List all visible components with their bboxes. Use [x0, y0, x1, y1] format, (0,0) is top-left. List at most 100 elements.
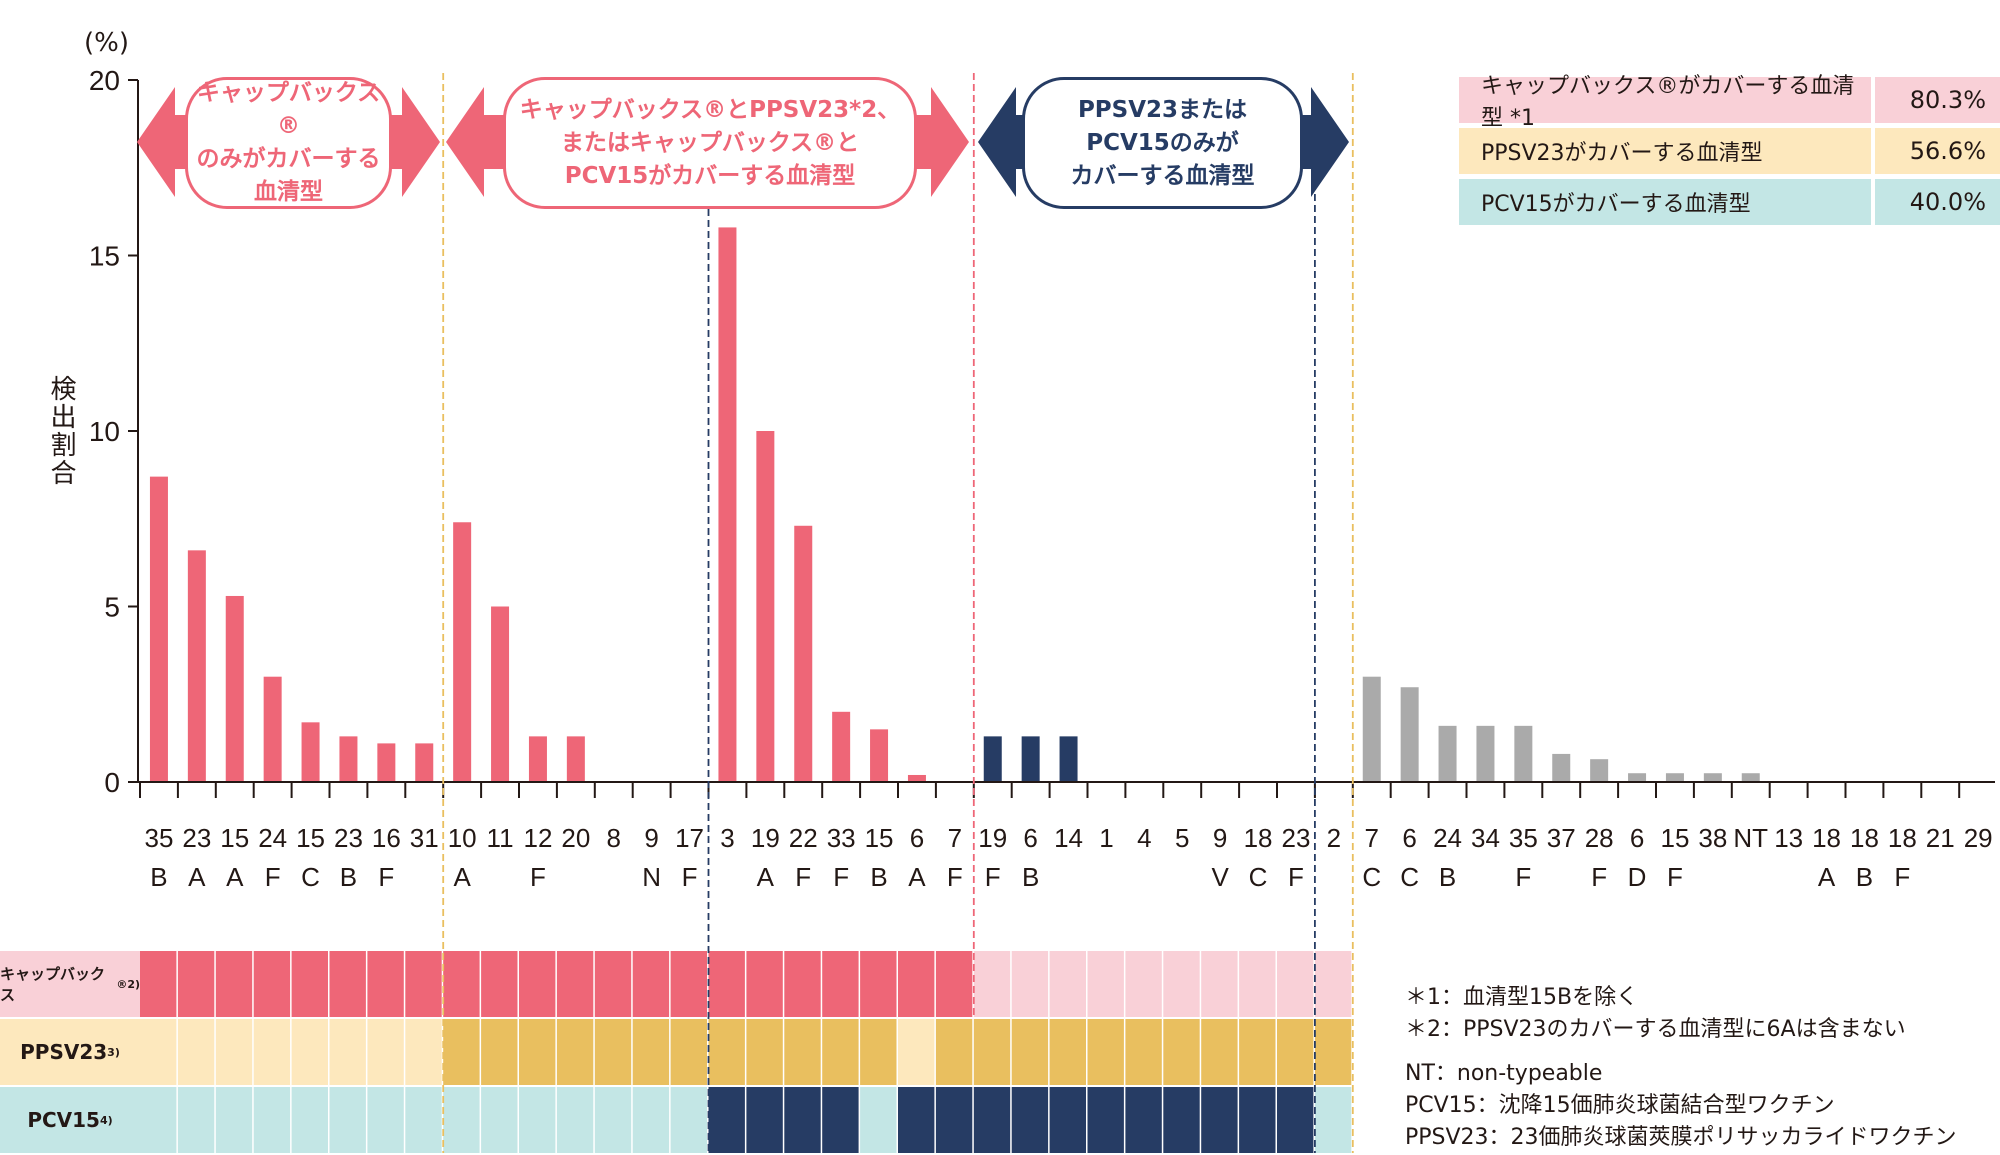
x-tick-sublabel: C — [1400, 862, 1419, 892]
bar-11 — [491, 606, 510, 782]
x-tick-label: 35 — [1509, 823, 1538, 853]
bar-35F — [1514, 725, 1533, 782]
coverage-cell — [1277, 1019, 1314, 1085]
x-tick-sublabel: A — [1818, 862, 1836, 892]
coverage-cell — [556, 1087, 594, 1153]
coverage-cell — [1314, 1087, 1352, 1153]
x-tick-label: 7 — [1365, 823, 1379, 853]
coverage-cell — [367, 951, 404, 1017]
x-tick-label: 19 — [978, 823, 1007, 853]
x-tick-sublabel: F — [833, 862, 849, 892]
coverage-cell — [708, 951, 745, 1017]
coverage-cell — [784, 1087, 821, 1153]
bar-NT — [1741, 773, 1760, 782]
bar-28F — [1590, 759, 1609, 782]
y-axis-label: 検出割合 — [46, 375, 76, 487]
x-tick-sublabel: F — [265, 862, 281, 892]
row-label-text: PCV15 — [27, 1108, 100, 1132]
bar-37 — [1552, 753, 1571, 782]
x-tick-sublabel: A — [226, 862, 244, 892]
bar-31 — [415, 743, 434, 782]
coverage-cell — [898, 951, 935, 1017]
legend-value: 40.0% — [1875, 179, 2000, 225]
coverage-cell — [1049, 1087, 1086, 1153]
x-tick-sublabel: B — [1856, 862, 1873, 892]
coverage-cell — [140, 1087, 177, 1153]
x-tick-label: 23 — [1281, 823, 1310, 853]
coverage-row-label-bg — [0, 1019, 140, 1085]
coverage-cell — [1087, 1087, 1124, 1153]
x-tick-sublabel: F — [1288, 862, 1304, 892]
coverage-cell — [594, 1087, 632, 1153]
coverage-cell — [973, 1087, 1011, 1153]
legend-row-capvaxive: キャップバックス®がカバーする血清型 *1 80.3% — [1459, 74, 2000, 131]
x-tick-sublabel: F — [985, 862, 1001, 892]
x-tick-label: 11 — [487, 823, 514, 853]
coverage-cell — [1049, 1019, 1086, 1085]
coverage-cell — [177, 1087, 215, 1153]
coverage-cell — [177, 951, 215, 1017]
x-tick-label: 9 — [1213, 823, 1227, 853]
coverage-row-label-bg — [0, 1087, 140, 1153]
x-tick-sublabel: B — [340, 862, 357, 892]
x-tick-sublabel: B — [1022, 862, 1039, 892]
coverage-legend: キャップバックス®がカバーする血清型 *1 80.3% PPSV23がカバーする… — [1459, 74, 2000, 230]
coverage-cell — [405, 1019, 442, 1085]
coverage-cell — [253, 1087, 291, 1153]
coverage-cell — [329, 1087, 366, 1153]
coverage-cell — [594, 1019, 632, 1085]
x-tick-label: 19 — [751, 823, 780, 853]
legend-label: PPSV23がカバーする血清型 — [1459, 128, 1871, 174]
coverage-cell — [215, 951, 253, 1017]
banner-3: PPSV23または PCV15のみが カバーする血清型 — [1022, 77, 1303, 209]
coverage-cell — [822, 1019, 859, 1085]
legend-label: PCV15がカバーする血清型 — [1459, 179, 1871, 225]
x-tick-sublabel: F — [1591, 862, 1607, 892]
footnotes: ＊1：血清型15Bを除く ＊2：PPSV23のカバーする血清型に6Aは含まない … — [1405, 982, 1957, 1154]
x-tick-sublabel: F — [947, 862, 963, 892]
x-tick-label: 18 — [1888, 823, 1917, 853]
x-tick-label: 14 — [1054, 823, 1083, 853]
coverage-cell — [1087, 951, 1124, 1017]
coverage-row-label-pcv15: PCV15 4) — [0, 1087, 140, 1153]
x-tick-sublabel: D — [1628, 862, 1647, 892]
coverage-cell — [140, 951, 177, 1017]
row-label-ref: 4) — [99, 1113, 113, 1127]
footnote-ppsv23: PPSV23：23価肺炎球菌莢膜ポリサッカライドワクチン — [1405, 1125, 1957, 1150]
coverage-cell — [784, 1019, 821, 1085]
bar-15A — [225, 595, 244, 782]
banner-line: キャップバックス® — [196, 80, 381, 139]
x-tick-label: 6 — [910, 823, 924, 853]
coverage-cell — [481, 1087, 518, 1153]
x-tick-label: 5 — [1175, 823, 1189, 853]
coverage-cell — [519, 951, 556, 1017]
coverage-cell — [1239, 1019, 1276, 1085]
coverage-cell — [1314, 951, 1352, 1017]
coverage-cell — [670, 951, 707, 1017]
coverage-cell — [177, 1019, 215, 1085]
x-tick-sublabel: F — [1515, 862, 1531, 892]
coverage-cell — [860, 1019, 897, 1085]
coverage-row-label-ppsv23: PPSV23 3) — [0, 1019, 140, 1085]
coverage-row-label-capvaxive: キャップバックス ®2) — [0, 951, 140, 1017]
coverage-cell — [215, 1019, 253, 1085]
x-tick-label: 18 — [1244, 823, 1273, 853]
x-tick-label: 10 — [448, 823, 477, 853]
x-tick-sublabel: F — [530, 862, 546, 892]
x-tick-label: 20 — [561, 823, 590, 853]
coverage-cell — [935, 1019, 973, 1085]
x-tick-sublabel: A — [757, 862, 775, 892]
bar-15B — [870, 729, 889, 782]
y-axis-unit: (%) — [84, 28, 129, 58]
x-tick-label: 15 — [296, 823, 325, 853]
coverage-cell — [443, 1019, 480, 1085]
coverage-cell — [481, 1019, 518, 1085]
bar-35B — [149, 476, 168, 782]
coverage-cell — [405, 1087, 442, 1153]
x-tick-label: 1 — [1099, 823, 1113, 853]
coverage-cell — [405, 951, 442, 1017]
coverage-cell — [1125, 951, 1162, 1017]
legend-value: 56.6% — [1875, 128, 2000, 174]
coverage-cell — [329, 951, 366, 1017]
bar-6B — [1021, 736, 1040, 782]
